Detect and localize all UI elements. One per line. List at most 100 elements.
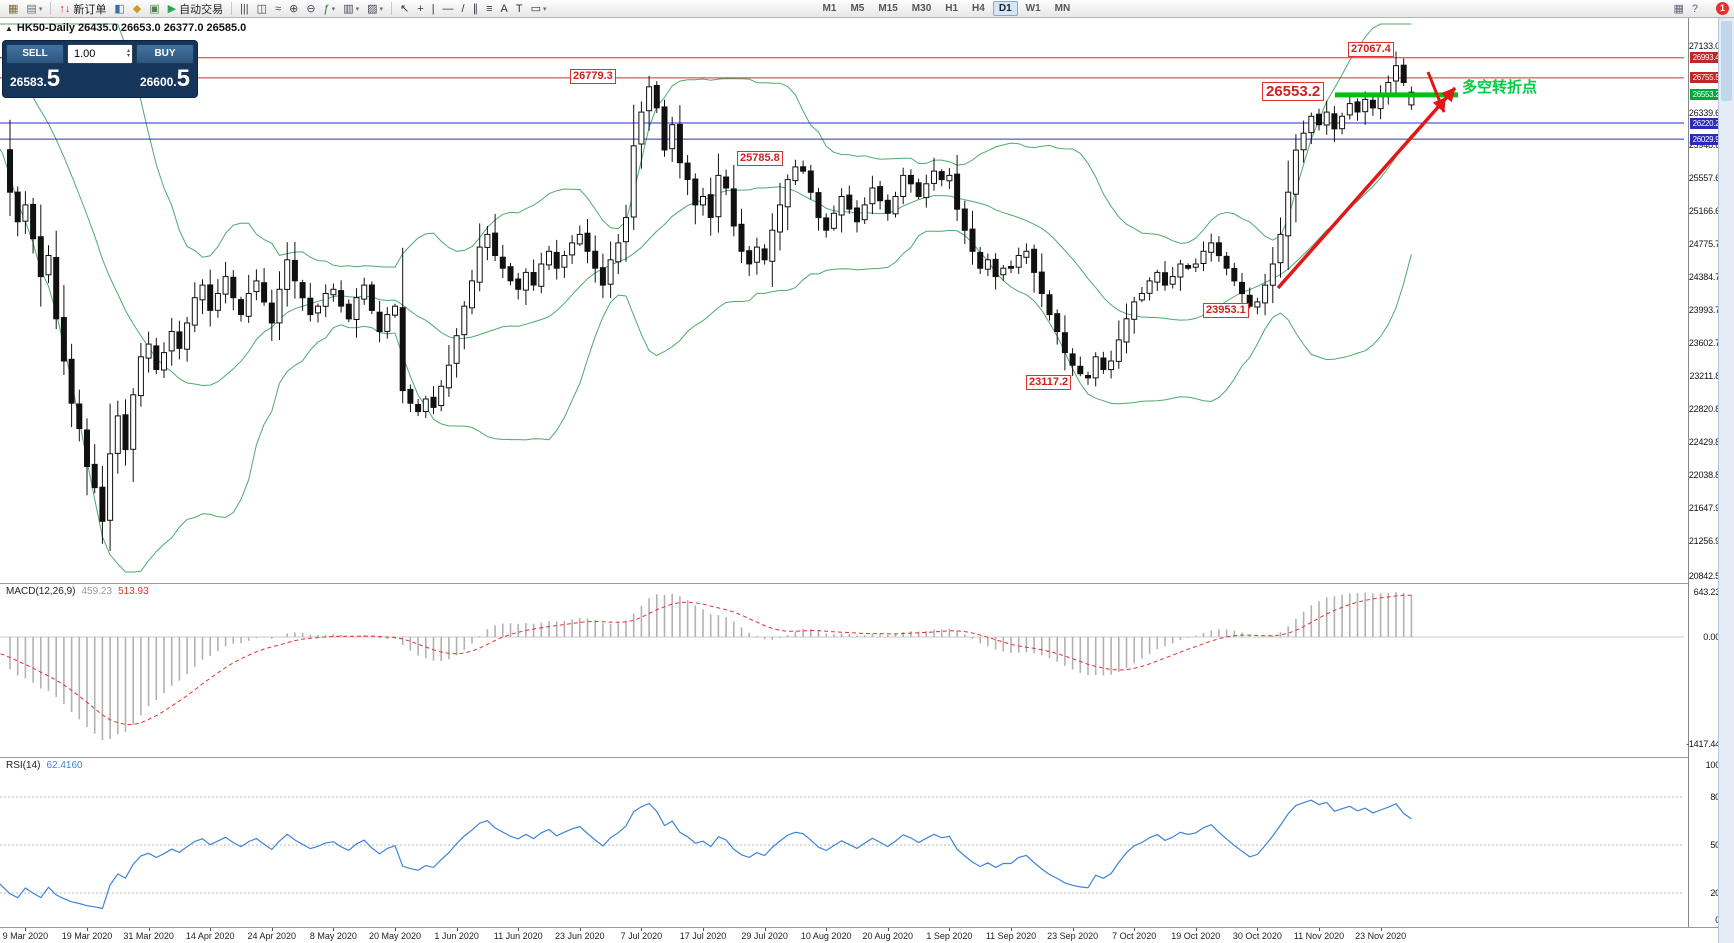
candle	[584, 219, 591, 264]
price-annotation[interactable]: 23117.2	[1026, 375, 1072, 390]
candle	[492, 213, 499, 261]
price-annotation[interactable]: 25785.8	[737, 151, 783, 166]
help-button[interactable]: ?	[1688, 1, 1702, 17]
panel-separator[interactable]	[0, 757, 1734, 758]
horizontal-line-button[interactable]: —	[439, 1, 458, 17]
symbol-ohlc-text: HK50-Daily 26435.0 26653.0 26377.0 26585…	[16, 22, 247, 34]
zoom-in-button[interactable]: ⊕	[285, 1, 302, 17]
bar-chart-type-button[interactable]: |||	[236, 1, 253, 17]
crosshair-button[interactable]: +	[413, 1, 427, 17]
timeframe-m15[interactable]: M15	[878, 3, 898, 14]
macd-indicator-name: MACD(12,26,9)	[6, 586, 76, 597]
time-axis[interactable]: 9 Mar 2020 19 Mar 2020 31 Mar 2020 14 Apr 2…	[0, 928, 1718, 943]
spinner-down-icon[interactable]: ▾	[126, 53, 130, 59]
timeframe-m5[interactable]: M5	[850, 3, 865, 14]
date-label: 7 Jul 2020	[620, 931, 663, 941]
new-order-icon: ↑↓	[59, 2, 71, 15]
candle	[1300, 120, 1307, 163]
buy-button[interactable]: BUY	[136, 44, 194, 64]
candle	[854, 200, 860, 233]
trendline-button[interactable]: /	[458, 1, 469, 17]
axis-label: 20842.5	[1688, 571, 1720, 582]
trend-arrow[interactable]	[1276, 86, 1457, 290]
timeframe-d1[interactable]: D1	[992, 1, 1018, 16]
time-axis-tick	[1072, 928, 1074, 931]
candle	[784, 174, 791, 231]
volume-spinner[interactable]: ▴ ▾	[126, 48, 130, 59]
vertical-scrollbar[interactable]	[1718, 18, 1734, 943]
candle	[838, 188, 845, 233]
price-annotation[interactable]: 27067.4	[1348, 42, 1394, 57]
timeframe-h1[interactable]: H1	[945, 3, 959, 14]
text-button[interactable]: A	[497, 1, 512, 17]
zoom-out-button[interactable]: ⊖	[302, 1, 319, 17]
candle	[507, 262, 514, 286]
timeframe-h4[interactable]: H4	[972, 3, 985, 14]
candle	[1077, 356, 1084, 377]
candle	[1162, 261, 1168, 291]
candle	[861, 197, 868, 224]
date-label: 20 May 2020	[368, 931, 422, 941]
candle	[1400, 58, 1407, 86]
panel-separator[interactable]	[0, 583, 1734, 584]
candle	[746, 246, 753, 276]
price-annotation[interactable]: 26779.3	[570, 69, 616, 84]
shapes-button[interactable]: ▭ ▾	[527, 1, 551, 17]
candle	[415, 398, 422, 417]
price-chart-panel[interactable]	[0, 18, 1684, 583]
candle	[453, 328, 460, 378]
periods-button[interactable]: ▥ ▾	[339, 1, 363, 17]
candlestick-chart-type-button[interactable]: ◫	[253, 1, 271, 17]
candle	[1239, 272, 1245, 304]
candle	[915, 178, 922, 200]
spinner-up-icon[interactable]: ▴	[126, 48, 130, 54]
new-chart-button[interactable]: ▦	[4, 1, 22, 17]
navigator-button[interactable]: ◆	[129, 1, 145, 17]
price-axis[interactable]: 27133.0 26339.6 25948.6 25557.6 25166.6 24775…	[1686, 18, 1722, 927]
one-click-trading-panel: SELL 1.00 ▴ ▾ BUY 26583.5 26600.5	[2, 40, 198, 98]
auto-trading-button[interactable]: ▶ 自动交易	[164, 1, 227, 17]
turning-point-note[interactable]: 多空转折点	[1462, 79, 1538, 96]
terminal-button[interactable]: ▣	[145, 1, 163, 17]
fibonacci-button[interactable]: ≡	[482, 1, 496, 17]
macd-panel[interactable]	[0, 584, 1684, 757]
timeframe-m1[interactable]: M1	[822, 3, 837, 14]
trend-arrow[interactable]	[1426, 71, 1446, 113]
turning-point-band[interactable]	[1335, 92, 1458, 98]
equidistant-channel-button[interactable]: ∥	[469, 1, 483, 17]
scrollbar-thumb[interactable]	[1721, 21, 1732, 101]
cursor-button[interactable]: ↖	[396, 1, 413, 17]
indicators-button[interactable]: ƒ ▾	[320, 1, 340, 17]
volume-input[interactable]: 1.00 ▴ ▾	[67, 44, 133, 64]
new-order-button[interactable]: ↑↓ 新订单	[55, 1, 110, 17]
candle	[438, 380, 445, 412]
line-chart-type-button[interactable]: ≈	[271, 1, 285, 17]
templates-button[interactable]: ▨ ▾	[363, 1, 387, 17]
price-annotation[interactable]: 23953.1	[1203, 303, 1249, 318]
candle	[307, 283, 314, 322]
notification-badge[interactable]: 1	[1716, 2, 1729, 15]
candle	[230, 270, 237, 311]
market-watch-button[interactable]: ◧	[110, 1, 128, 17]
rsi-panel[interactable]	[0, 758, 1684, 927]
candle	[392, 303, 398, 318]
timeframe-w1[interactable]: W1	[1025, 3, 1041, 14]
candle	[1092, 352, 1099, 387]
timeframe-m30[interactable]: M30	[911, 3, 932, 14]
candle	[45, 245, 52, 284]
candle	[1285, 160, 1292, 270]
sell-button[interactable]: SELL	[6, 44, 64, 64]
candle	[376, 300, 383, 343]
collapse-arrow-icon[interactable]: ▲	[5, 24, 13, 33]
sell-price: 26583.5	[10, 65, 61, 92]
candle	[291, 241, 298, 299]
price-annotation[interactable]: 26553.2	[1262, 82, 1325, 101]
toolbar-separator	[50, 2, 52, 15]
chart-grid-button[interactable]: ▦	[1669, 1, 1687, 17]
timeframe-mn[interactable]: MN	[1054, 3, 1071, 14]
chart-profiles-button[interactable]: ▤ ▾	[22, 1, 46, 17]
axis-label: 25557.6	[1688, 173, 1720, 184]
text-label-button[interactable]: T	[512, 1, 527, 17]
vertical-line-button[interactable]: |	[428, 1, 439, 17]
